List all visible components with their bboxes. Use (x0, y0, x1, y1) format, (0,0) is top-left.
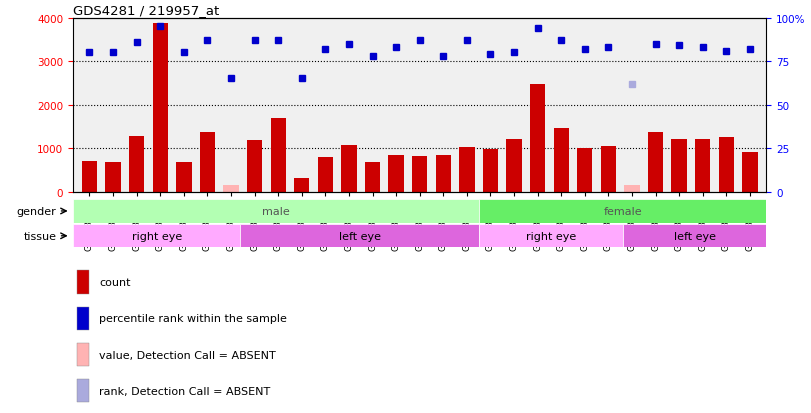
Bar (223, 185, 238, 192)
Bar (672, 140, 687, 192)
Bar (176, 163, 191, 192)
Bar (554, 128, 569, 192)
Bar (483, 150, 498, 192)
Bar (77, 343, 89, 366)
Bar (695, 140, 710, 192)
Bar (624, 185, 640, 192)
Bar (77, 379, 89, 402)
Bar (742, 153, 757, 192)
Text: gender: gender (16, 206, 56, 216)
Bar (318, 157, 333, 192)
Bar (479, 200, 766, 223)
Text: left eye: left eye (674, 231, 715, 241)
Bar (530, 85, 545, 192)
Bar (105, 163, 121, 192)
Bar (436, 156, 451, 192)
Bar (73, 200, 479, 223)
Bar (388, 156, 404, 192)
Text: tissue: tissue (24, 231, 56, 241)
Bar (601, 147, 616, 192)
Bar (577, 149, 593, 192)
Bar (341, 146, 357, 192)
Bar (77, 271, 89, 294)
Bar (129, 137, 144, 192)
Bar (240, 225, 479, 248)
Bar (271, 119, 285, 192)
Bar (247, 141, 262, 192)
Bar (719, 138, 734, 192)
Bar (479, 225, 623, 248)
Text: female: female (603, 206, 642, 216)
Bar (412, 157, 427, 192)
Text: value, Detection Call = ABSENT: value, Detection Call = ABSENT (99, 350, 276, 360)
Bar (73, 225, 240, 248)
Text: rank, Detection Call = ABSENT: rank, Detection Call = ABSENT (99, 386, 271, 396)
Bar (506, 140, 521, 192)
Text: percentile rank within the sample: percentile rank within the sample (99, 313, 287, 323)
Text: male: male (262, 206, 290, 216)
Text: GDS4281 / 219957_at: GDS4281 / 219957_at (73, 5, 219, 17)
Bar (152, 24, 168, 192)
Text: count: count (99, 278, 131, 287)
Bar (623, 225, 766, 248)
Bar (365, 163, 380, 192)
Bar (294, 178, 310, 192)
Bar (82, 161, 97, 192)
Bar (648, 132, 663, 192)
Text: left eye: left eye (339, 231, 381, 241)
Bar (200, 132, 215, 192)
Text: right eye: right eye (526, 231, 577, 241)
Bar (459, 148, 474, 192)
Bar (77, 307, 89, 330)
Text: right eye: right eye (131, 231, 182, 241)
